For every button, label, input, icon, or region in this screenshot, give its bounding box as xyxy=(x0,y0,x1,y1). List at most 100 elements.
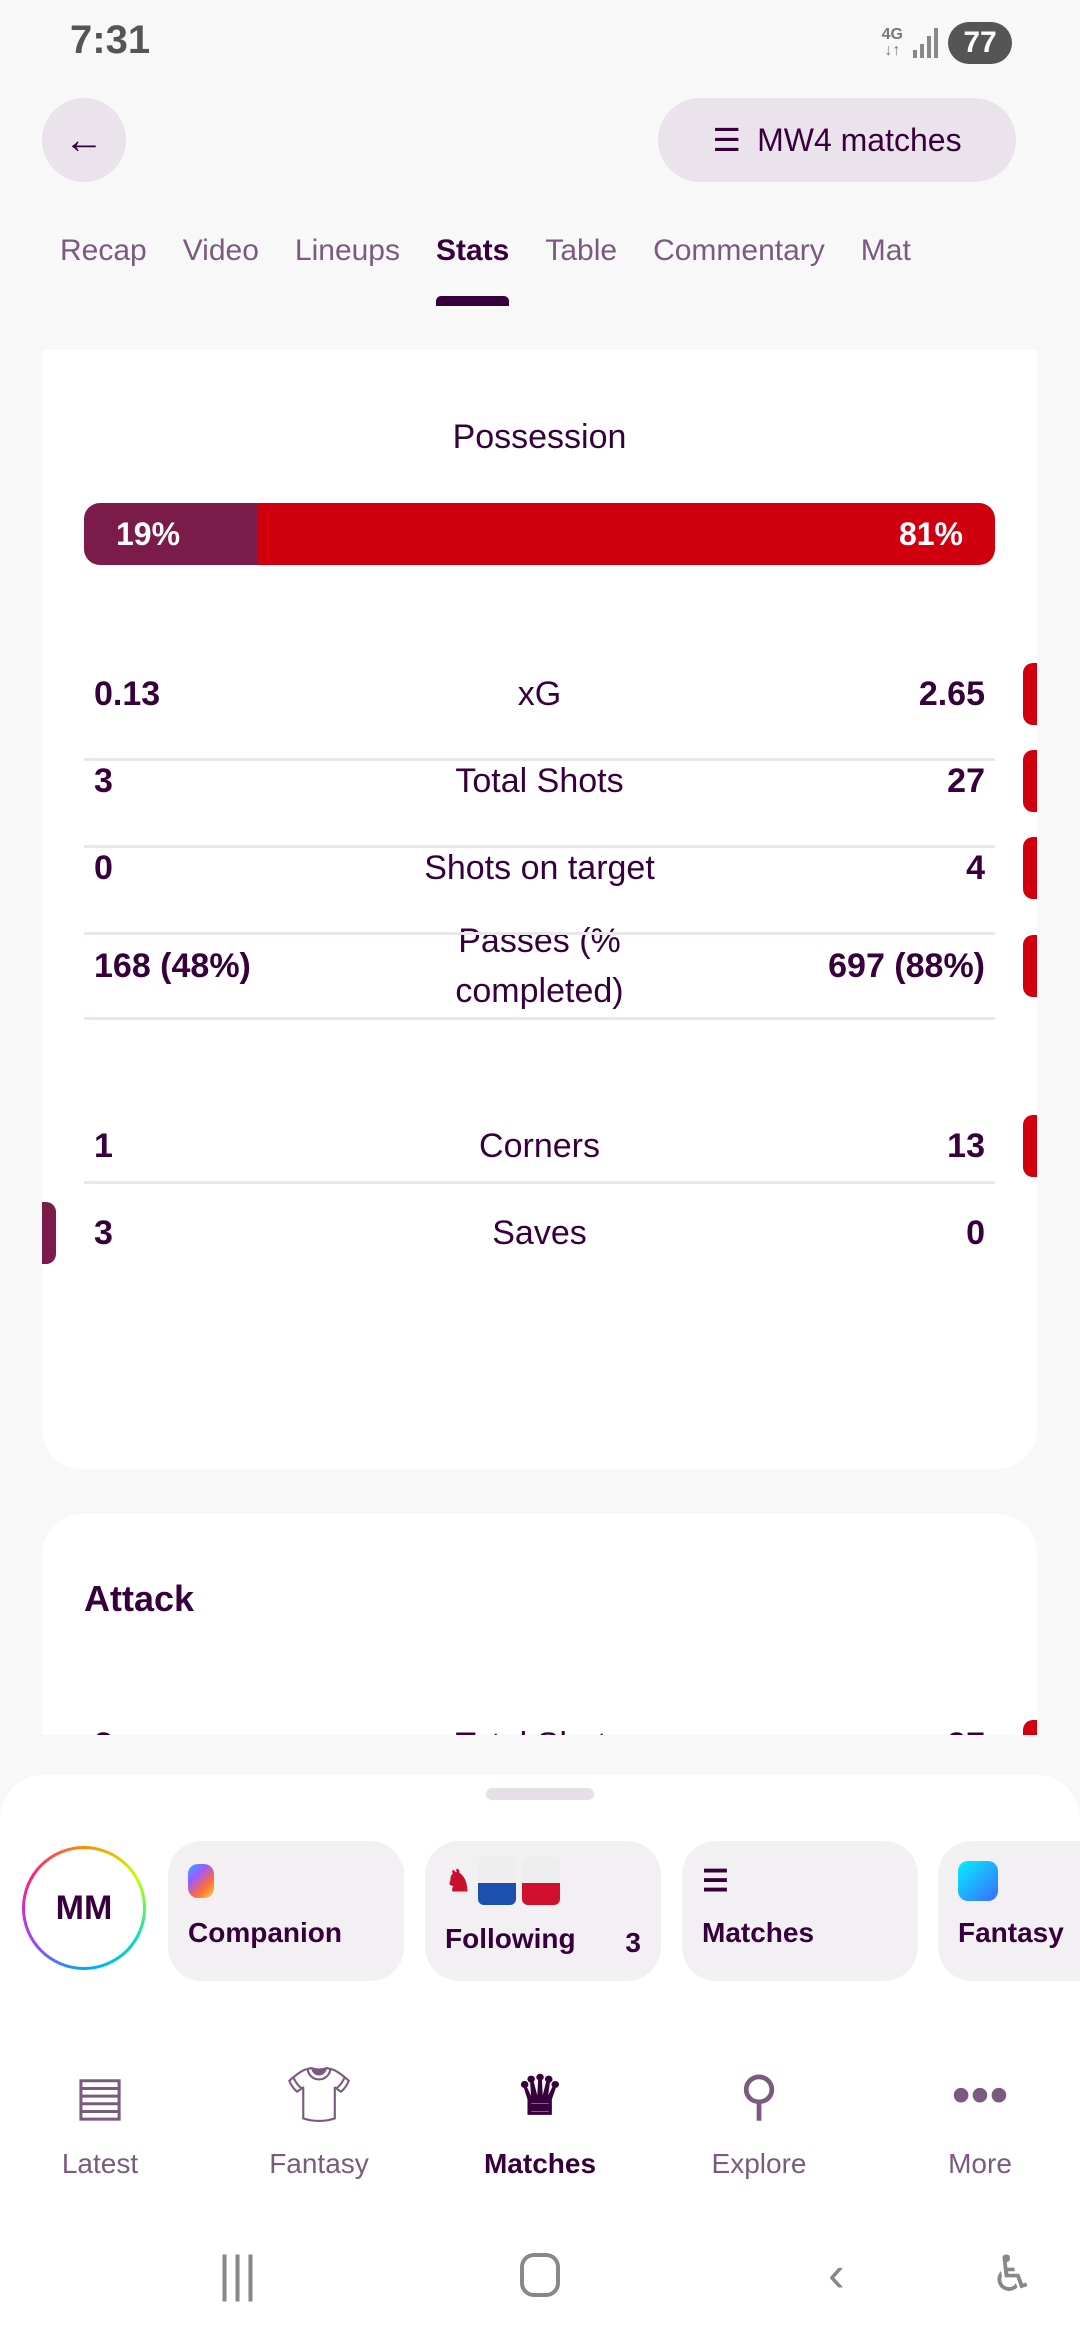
stat-home: 3 xyxy=(94,761,113,800)
stat-row: 0.13 xG 2.65 xyxy=(84,664,995,724)
system-back-icon[interactable]: ‹ xyxy=(828,2246,845,2302)
tab-commentary[interactable]: Commentary xyxy=(653,234,825,267)
more-icon: ••• xyxy=(951,2065,1009,2125)
leader-marker xyxy=(42,1202,56,1264)
copilot-icon xyxy=(188,1864,214,1898)
stat-label: Passes (% completed) xyxy=(455,922,624,1010)
divider xyxy=(84,1017,995,1020)
stat-home: 168 (48%) xyxy=(94,946,251,985)
tab-video[interactable]: Video xyxy=(182,234,259,267)
leader-marker xyxy=(1023,1115,1037,1177)
stat-away: 697 (88%) xyxy=(828,946,985,985)
leader-marker xyxy=(1023,750,1037,812)
network-type: 4G xyxy=(881,26,903,43)
home-icon[interactable] xyxy=(520,2253,560,2297)
stat-row: 1 Corners 13 xyxy=(84,1116,995,1176)
status-time: 7:31 xyxy=(70,18,151,62)
companion-chip[interactable]: Companion xyxy=(168,1841,404,1981)
leader-marker xyxy=(1023,663,1037,725)
stat-label: Total Shots xyxy=(455,762,624,800)
stat-label: Total Shots xyxy=(344,1720,735,1735)
tab-bar: Recap Video Lineups Stats Table Commenta… xyxy=(60,234,911,306)
nav-label: More xyxy=(948,2148,1012,2179)
chip-label: Companion xyxy=(188,1917,342,1948)
stat-label: xG xyxy=(517,675,562,713)
tab-stats[interactable]: Stats xyxy=(436,234,510,306)
nav-more[interactable]: ••• More xyxy=(880,2060,1080,2180)
stat-row: 0 Shots on target 4 xyxy=(84,838,995,898)
attack-title: Attack xyxy=(84,1578,195,1619)
stat-row: 3 Total Shots 27 xyxy=(84,751,995,811)
stat-label: Corners xyxy=(479,1127,600,1165)
tab-recap[interactable]: Recap xyxy=(60,234,147,267)
possession-away: 81% xyxy=(257,503,995,565)
accessibility-icon[interactable]: ♿︎ xyxy=(990,2246,1035,2302)
nav-explore[interactable]: ⚲ Explore xyxy=(659,2060,859,2180)
stat-row: 3 Total Shots 27 xyxy=(84,1720,995,1736)
bottom-sheet: MM Companion ♞ Following 3 ☰ Matches Fan… xyxy=(0,1775,1080,2340)
fantasy-chip[interactable]: Fantasy xyxy=(938,1841,1080,1981)
stat-away: 4 xyxy=(966,848,985,887)
tab-match-more[interactable]: Mat xyxy=(860,234,911,267)
shirt-icon: 👕︎ xyxy=(284,2064,354,2125)
stat-home: 0 xyxy=(94,848,113,887)
fantasy-app-icon xyxy=(958,1861,998,1901)
avatar[interactable]: MM xyxy=(22,1846,146,1970)
tab-table[interactable]: Table xyxy=(545,234,618,267)
possession-bar: 19% 81% xyxy=(84,503,995,565)
attack-card: Attack 3 Total Shots 27 xyxy=(42,1514,1037,1735)
nav-label: Fantasy xyxy=(269,2148,369,2179)
search-icon: ⚲ xyxy=(739,2065,779,2126)
drag-handle[interactable] xyxy=(486,1788,594,1800)
stat-home: 3 xyxy=(84,1726,344,1736)
stat-label: Saves xyxy=(492,1214,587,1252)
following-chip[interactable]: ♞ Following 3 xyxy=(425,1841,661,1981)
matchweek-matches-button[interactable]: ☰ MW4 matches xyxy=(658,98,1016,182)
nav-label: Explore xyxy=(711,2148,807,2179)
arrow-left-icon: ← xyxy=(64,117,104,162)
chip-label: Following xyxy=(445,1923,576,1954)
divider xyxy=(84,758,995,761)
stat-home: 0.13 xyxy=(94,674,161,713)
battery-indicator: 77 xyxy=(948,22,1012,64)
avatar-initials: MM xyxy=(25,1849,143,1967)
possession-home: 19% xyxy=(84,503,258,565)
leader-marker xyxy=(1023,935,1037,997)
matchweek-label: MW4 matches xyxy=(757,121,962,158)
signal-icon xyxy=(913,28,938,58)
leader-marker xyxy=(1023,837,1037,899)
stat-label: Shots on target xyxy=(424,849,655,887)
back-button[interactable]: ← xyxy=(42,98,126,182)
stat-away: 0 xyxy=(966,1213,985,1252)
chip-label: Fantasy xyxy=(958,1917,1064,1948)
divider xyxy=(84,1181,995,1184)
divider xyxy=(84,845,995,848)
list-icon: ☰ xyxy=(712,122,742,158)
stat-away: 27 xyxy=(947,761,985,800)
nav-fantasy[interactable]: 👕︎ Fantasy xyxy=(219,2060,419,2180)
stat-row: 3 Saves 0 xyxy=(84,1203,995,1263)
nav-latest[interactable]: ▤ Latest xyxy=(0,2060,200,2180)
player-avatar-icon xyxy=(477,1857,516,1905)
stat-home: 1 xyxy=(94,1126,113,1165)
player-avatar-icon xyxy=(521,1857,560,1905)
recent-apps-icon[interactable]: ||| xyxy=(218,2246,257,2302)
network-icon: 4G ↓↑ xyxy=(881,26,903,59)
matches-chip[interactable]: ☰ Matches xyxy=(682,1841,918,1981)
lion-icon: ♛ xyxy=(515,2065,565,2126)
stat-away: 13 xyxy=(947,1126,985,1165)
tab-lineups[interactable]: Lineups xyxy=(294,234,400,267)
nav-label: Latest xyxy=(61,2148,139,2179)
stat-row: 168 (48%) Passes (% completed) 697 (88%) xyxy=(84,916,995,1016)
chip-label: Matches xyxy=(702,1917,815,1948)
stat-away: 2.65 xyxy=(918,674,985,713)
leader-marker xyxy=(1023,1720,1037,1735)
stat-home: 3 xyxy=(94,1213,113,1252)
news-icon: ▤ xyxy=(74,2065,126,2126)
following-count: 3 xyxy=(625,1927,641,1958)
nav-matches[interactable]: ♛ Matches xyxy=(440,2060,640,2180)
stats-card: Possession 19% 81% 0.13 xG 2.65 3 Total Shot… xyxy=(42,350,1037,1469)
club-crest-icon: ♞ xyxy=(445,1864,472,1898)
stat-away: 27 xyxy=(735,1726,995,1736)
list-icon: ☰ xyxy=(702,1864,729,1898)
